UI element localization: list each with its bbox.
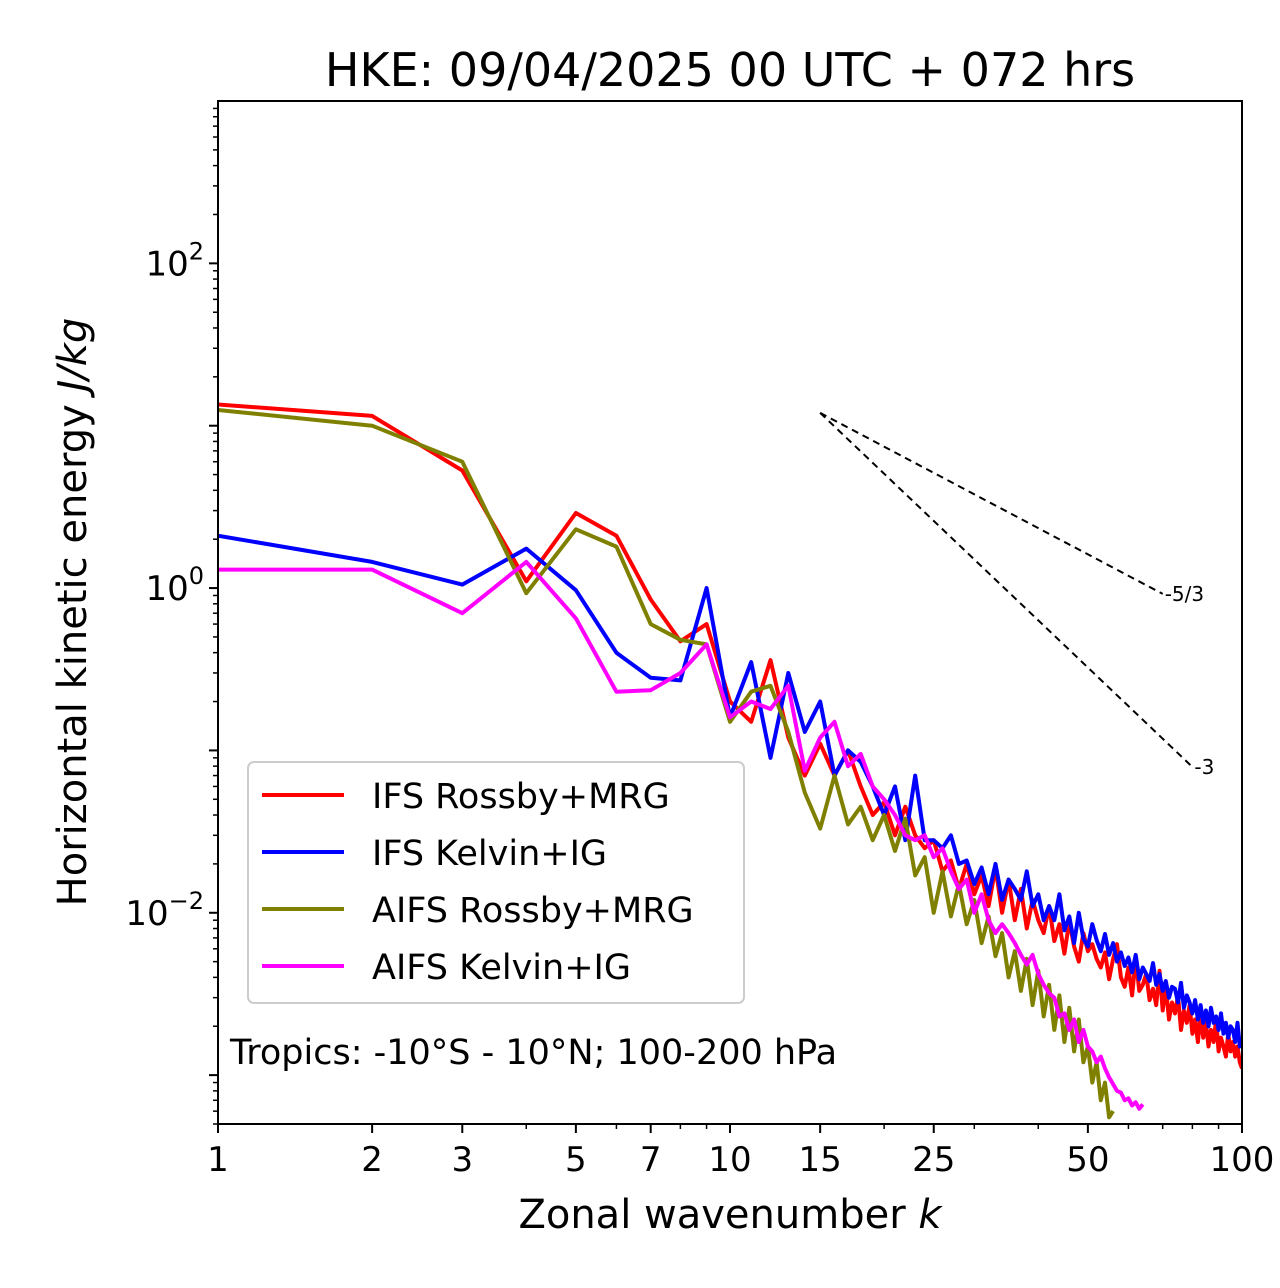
x-tick-label: 15 xyxy=(799,1140,842,1180)
legend: IFS Rossby+MRG IFS Kelvin+IG AIFS Rossby… xyxy=(247,761,745,1004)
x-axis-label: Zonal wavenumber k xyxy=(518,1192,943,1238)
series-line-3 xyxy=(218,559,1145,1111)
x-axis-ticks: 1 2 3 5 7 10 15 25 50 100 xyxy=(207,1124,1274,1180)
x-tick-label: 5 xyxy=(565,1140,587,1180)
y-axis-label-text: Horizontal kinetic energy xyxy=(50,404,96,906)
reference-label-1: -3 xyxy=(1194,755,1214,779)
x-axis-label-var: k xyxy=(918,1192,943,1238)
reference-line-0 xyxy=(819,411,1164,595)
reference-line-1 xyxy=(819,412,1194,768)
y-tick-label: 100 xyxy=(145,562,204,609)
y-axis-label-unit: J/kg xyxy=(50,318,96,399)
series-line-0 xyxy=(218,402,1242,1070)
x-tick-label: 1 xyxy=(207,1140,229,1180)
series-line-1 xyxy=(218,533,1242,1049)
legend-label-aifs-kelvin: AIFS Kelvin+IG xyxy=(372,948,631,988)
region-annotation: Tropics: -10°S - 10°N; 100-200 hPa xyxy=(229,1033,837,1073)
x-tick-label: 10 xyxy=(708,1140,751,1180)
reference-label-0: -5/3 xyxy=(1165,582,1204,606)
chart-title: HKE: 09/04/2025 00 UTC + 072 hrs xyxy=(325,43,1135,97)
x-tick-label: 50 xyxy=(1066,1140,1109,1180)
x-axis-label-text: Zonal wavenumber xyxy=(518,1192,906,1238)
reference-slope-layer: -5/3 -3 xyxy=(819,411,1214,779)
legend-box xyxy=(247,761,745,1004)
y-axis-label: Horizontal kinetic energy J/kg xyxy=(50,318,96,907)
x-tick-label: 100 xyxy=(1210,1140,1275,1180)
y-tick-label: 102 xyxy=(145,237,204,284)
legend-label-ifs-rossby: IFS Rossby+MRG xyxy=(372,777,670,817)
legend-label-aifs-rossby: AIFS Rossby+MRG xyxy=(372,891,694,931)
legend-label-ifs-kelvin: IFS Kelvin+IG xyxy=(372,834,607,874)
x-tick-label: 3 xyxy=(451,1140,473,1180)
series-layer xyxy=(218,402,1242,1120)
y-axis-ticks: 102 100 10−2 xyxy=(125,107,218,1125)
y-tick-label: 10−2 xyxy=(125,887,204,934)
x-tick-label: 2 xyxy=(361,1140,383,1180)
x-tick-label: 25 xyxy=(912,1140,955,1180)
x-tick-label: 7 xyxy=(640,1140,662,1180)
